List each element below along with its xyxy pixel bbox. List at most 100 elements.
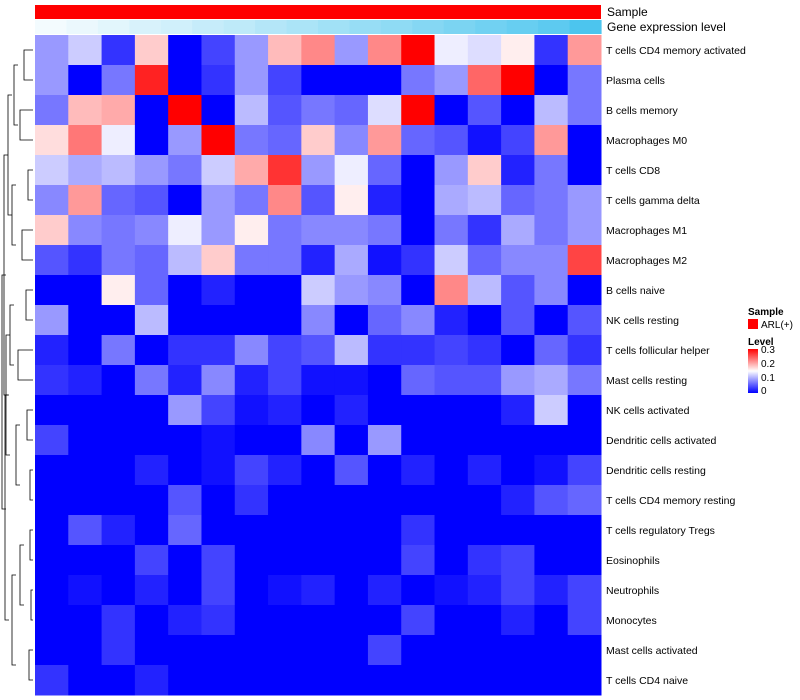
heatmap-cell [134, 395, 169, 426]
heatmap-cell [367, 605, 402, 636]
heatmap-cell [268, 515, 302, 546]
heatmap-cell [134, 185, 169, 216]
heatmap-cell [334, 35, 369, 66]
heatmap-cell [168, 665, 202, 696]
heatmap-cell [334, 485, 369, 516]
heatmap-cell [401, 215, 436, 246]
heatmap-cell [234, 215, 269, 246]
heatmap-cell [68, 335, 103, 366]
heatmap-cell [501, 545, 535, 576]
heatmap-cell [68, 455, 103, 486]
heatmap-cell [567, 305, 602, 336]
heatmap-cell [567, 425, 602, 456]
heatmap-cell [301, 215, 336, 246]
heatmap-cell [334, 635, 369, 666]
heatmap-cell [134, 35, 169, 66]
heatmap-cell [201, 245, 236, 276]
gene-expression-annotation-cell [318, 20, 351, 34]
heatmap-cell [567, 95, 602, 126]
heatmap-cell [301, 245, 336, 276]
row-label: Dendritic cells activated [606, 435, 716, 447]
heatmap-cell [467, 665, 502, 696]
heatmap-cell [168, 335, 202, 366]
heatmap-cell [334, 365, 369, 396]
dendrogram-branch [28, 649, 33, 681]
heatmap-cell [401, 635, 436, 666]
row-label: Neutrophils [606, 585, 659, 597]
heatmap-cell [101, 335, 136, 366]
heatmap-cell [234, 485, 269, 516]
row-label: T cells CD4 memory activated [606, 45, 746, 57]
dendrogram-branch [4, 394, 9, 621]
row-labels: T cells CD4 memory activated Plasma cells… [606, 45, 746, 687]
heatmap-cell [534, 335, 569, 366]
heatmap-cell [501, 515, 535, 546]
heatmap-cell [501, 275, 535, 306]
heatmap-cell [534, 65, 569, 96]
heatmap-cell [68, 425, 103, 456]
heatmap-cell [201, 545, 236, 576]
heatmap-cell [268, 215, 302, 246]
heatmap-cell [68, 215, 103, 246]
gene-expression-annotation-cell [286, 20, 319, 34]
heatmap-cell [467, 155, 502, 186]
row-label: Macrophages M2 [606, 255, 687, 267]
heatmap-cell [134, 365, 169, 396]
heatmap-cell [234, 185, 269, 216]
heatmap-cell [434, 305, 469, 336]
row-label: Eosinophils [606, 555, 660, 567]
heatmap-cell [101, 185, 136, 216]
heatmap-cell [68, 125, 103, 156]
heatmap-cell [35, 245, 69, 276]
heatmap-cells [35, 35, 602, 696]
row-label: NK cells resting [606, 315, 679, 327]
heatmap-cell [567, 665, 602, 696]
heatmap-cell [268, 365, 302, 396]
heatmap-cell [334, 605, 369, 636]
heatmap-cell [234, 575, 269, 606]
heatmap-cell [35, 635, 69, 666]
heatmap-cell [268, 305, 302, 336]
gene-expression-annotation-cell [443, 20, 476, 34]
heatmap-cell [401, 35, 436, 66]
heatmap-cell [401, 485, 436, 516]
heatmap-cell [534, 545, 569, 576]
heatmap-cell [35, 605, 69, 636]
heatmap-cell [401, 155, 436, 186]
heatmap-cell [334, 305, 369, 336]
legend-level-colorbar [748, 349, 758, 393]
heatmap-cell [168, 485, 202, 516]
heatmap-cell [467, 245, 502, 276]
gene-expression-annotation-cell [506, 20, 539, 34]
heatmap-cell [268, 95, 302, 126]
heatmap-cell [367, 635, 402, 666]
heatmap-cell [467, 35, 502, 66]
heatmap-cell [501, 665, 535, 696]
heatmap-cell [201, 275, 236, 306]
heatmap-cell [534, 125, 569, 156]
heatmap-cell [168, 95, 202, 126]
heatmap-cell [35, 155, 69, 186]
heatmap-cell [134, 425, 169, 456]
legend-sample-title: Sample [748, 307, 784, 318]
heatmap-cell [567, 575, 602, 606]
heatmap-cell [234, 515, 269, 546]
heatmap-cell [334, 455, 369, 486]
heatmap-cell [567, 35, 602, 66]
row-label: Plasma cells [606, 75, 665, 87]
heatmap-cell [334, 545, 369, 576]
heatmap-cell [268, 245, 302, 276]
heatmap-cell [134, 665, 169, 696]
heatmap-cell [367, 155, 402, 186]
heatmap-cell [534, 215, 569, 246]
heatmap-cell [401, 455, 436, 486]
heatmap-cell [434, 665, 469, 696]
heatmap-cell [35, 365, 69, 396]
row-label: T cells CD8 [606, 165, 660, 177]
heatmap-cell [35, 275, 69, 306]
heatmap-cell [534, 395, 569, 426]
heatmap-cell [35, 215, 69, 246]
heatmap-cell [201, 575, 236, 606]
heatmap-cell [567, 635, 602, 666]
